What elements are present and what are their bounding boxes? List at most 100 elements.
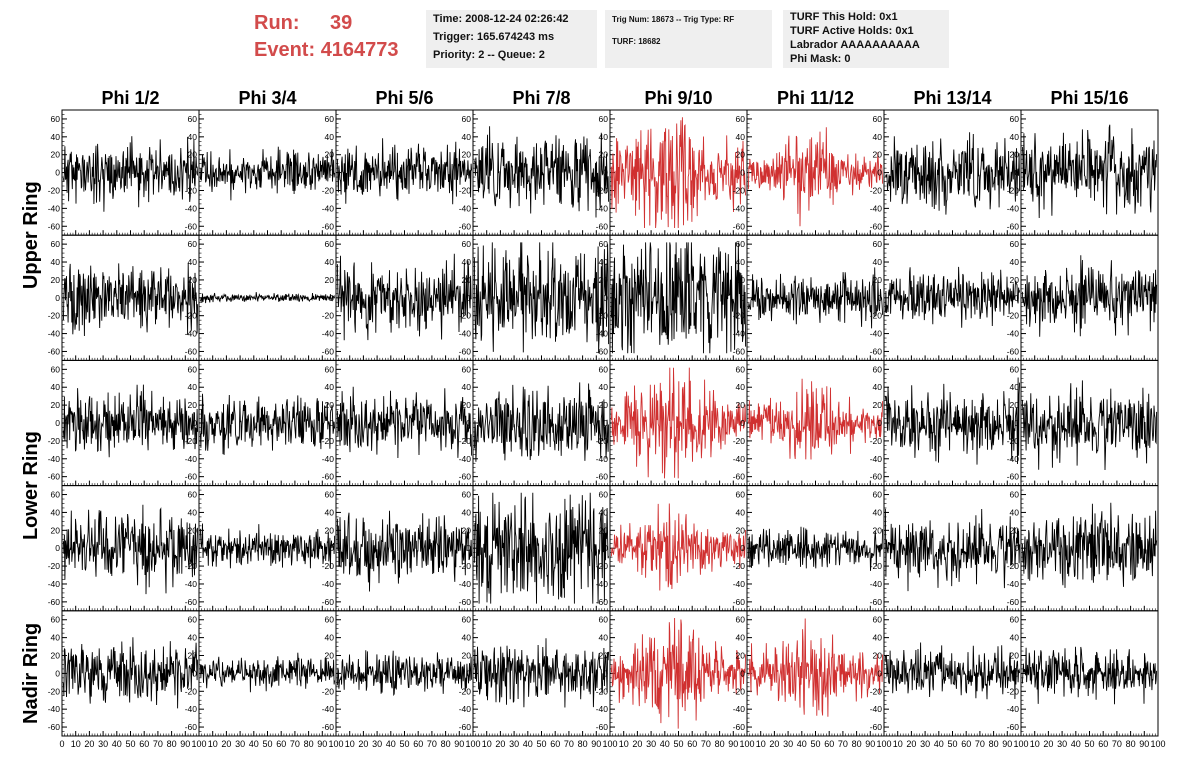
y-tick-label: -60	[1007, 722, 1020, 732]
y-tick-label: -40	[870, 579, 883, 589]
y-tick-label: -60	[185, 722, 198, 732]
time-info-box: Time: 2008-12-24 02:26:42 Trigger: 165.6…	[426, 10, 597, 68]
turf-this-hold-line: TURF This Hold: 0x1	[790, 11, 898, 23]
column-header: Phi 9/10	[644, 88, 712, 108]
y-tick-label: 20	[873, 275, 883, 285]
y-tick-label: -60	[185, 472, 198, 482]
y-tick-label: 60	[736, 490, 746, 500]
y-tick-label: -40	[459, 329, 472, 339]
x-tick-label: 90	[865, 739, 875, 749]
y-tick-label: -60	[322, 346, 335, 356]
column-header: Phi 3/4	[238, 88, 296, 108]
x-tick-label: 100	[1013, 739, 1028, 749]
x-tick-label: 10	[345, 739, 355, 749]
x-tick-label: 80	[715, 739, 725, 749]
y-tick-label: 60	[873, 114, 883, 124]
x-tick-label: 90	[180, 739, 190, 749]
y-tick-label: 40	[188, 507, 198, 517]
y-tick-label: 20	[462, 651, 472, 661]
y-tick-label: 20	[462, 275, 472, 285]
y-tick-label: 60	[325, 490, 335, 500]
y-tick-label: -20	[48, 436, 61, 446]
y-tick-label: -60	[459, 722, 472, 732]
y-tick-label: -40	[185, 454, 198, 464]
waveform-trace	[748, 618, 884, 717]
waveform-trace	[62, 637, 199, 709]
x-tick-label: 90	[1139, 739, 1149, 749]
y-tick-label: -20	[1007, 185, 1020, 195]
x-tick-label: 20	[906, 739, 916, 749]
y-tick-label: -40	[322, 329, 335, 339]
x-tick-label: 40	[660, 739, 670, 749]
y-tick-label: -20	[48, 311, 61, 321]
x-tick-label: 80	[852, 739, 862, 749]
x-tick-label: 20	[632, 739, 642, 749]
y-tick-label: 60	[51, 490, 61, 500]
y-tick-label: 60	[188, 239, 198, 249]
y-tick-label: 40	[325, 132, 335, 142]
y-tick-label: -20	[48, 561, 61, 571]
waveform-trace	[1021, 255, 1158, 337]
x-tick-label: 40	[797, 739, 807, 749]
y-tick-label: -40	[48, 579, 61, 589]
y-tick-label: 60	[188, 490, 198, 500]
column-header: Phi 1/2	[101, 88, 159, 108]
x-tick-label: 70	[975, 739, 985, 749]
x-tick-label: 20	[769, 739, 779, 749]
x-tick-label: 70	[564, 739, 574, 749]
y-tick-label: 0	[740, 293, 745, 303]
y-tick-label: 60	[736, 615, 746, 625]
y-tick-label: 20	[51, 150, 61, 160]
x-tick-label: 10	[1030, 739, 1040, 749]
waveform-trace	[747, 267, 884, 329]
trig-num-line: Trig Num: 18673 -- Trig Type: RF	[612, 15, 735, 24]
waveform-trace	[336, 650, 473, 697]
x-tick-label: 30	[235, 739, 245, 749]
x-tick-label: 30	[783, 739, 793, 749]
y-tick-label: 20	[736, 150, 746, 160]
y-tick-label: 40	[1010, 633, 1020, 643]
y-tick-label: -20	[185, 185, 198, 195]
y-tick-label: 0	[603, 168, 608, 178]
y-tick-label: -60	[322, 472, 335, 482]
y-tick-label: 20	[462, 400, 472, 410]
y-tick-label: 40	[325, 257, 335, 267]
y-tick-label: 60	[188, 615, 198, 625]
y-tick-label: 40	[188, 633, 198, 643]
x-tick-label: 70	[153, 739, 163, 749]
y-tick-label: -20	[459, 561, 472, 571]
turf-active-holds-line: TURF Active Holds: 0x1	[790, 25, 914, 37]
waveform-trace	[473, 492, 610, 604]
y-tick-label: 40	[599, 382, 609, 392]
x-tick-label: 40	[386, 739, 396, 749]
y-tick-label: -60	[870, 597, 883, 607]
waveform-trace	[336, 138, 473, 205]
y-tick-label: -60	[596, 472, 609, 482]
y-tick-label: 20	[873, 525, 883, 535]
phi-mask-line: Phi Mask: 0	[790, 53, 851, 65]
y-tick-label: 60	[462, 490, 472, 500]
y-tick-label: -40	[459, 454, 472, 464]
y-tick-label: -20	[596, 436, 609, 446]
x-tick-label: 100	[191, 739, 206, 749]
y-tick-label: 40	[51, 382, 61, 392]
y-tick-label: 0	[329, 293, 334, 303]
x-tick-label: 30	[372, 739, 382, 749]
x-tick-label: 70	[701, 739, 711, 749]
y-tick-label: 0	[55, 293, 60, 303]
y-tick-label: -40	[1007, 579, 1020, 589]
y-tick-label: 60	[462, 239, 472, 249]
y-tick-label: 40	[51, 633, 61, 643]
y-tick-label: -20	[870, 561, 883, 571]
waveform-trace	[610, 117, 747, 229]
y-tick-label: -20	[1007, 436, 1020, 446]
y-tick-label: -20	[459, 686, 472, 696]
y-tick-label: 20	[462, 150, 472, 160]
y-tick-label: -40	[596, 203, 609, 213]
x-tick-label: 50	[125, 739, 135, 749]
x-tick-label: 80	[1126, 739, 1136, 749]
y-tick-label: 20	[51, 275, 61, 285]
x-tick-label: 60	[687, 739, 697, 749]
y-tick-label: 60	[462, 114, 472, 124]
y-tick-label: 20	[325, 400, 335, 410]
